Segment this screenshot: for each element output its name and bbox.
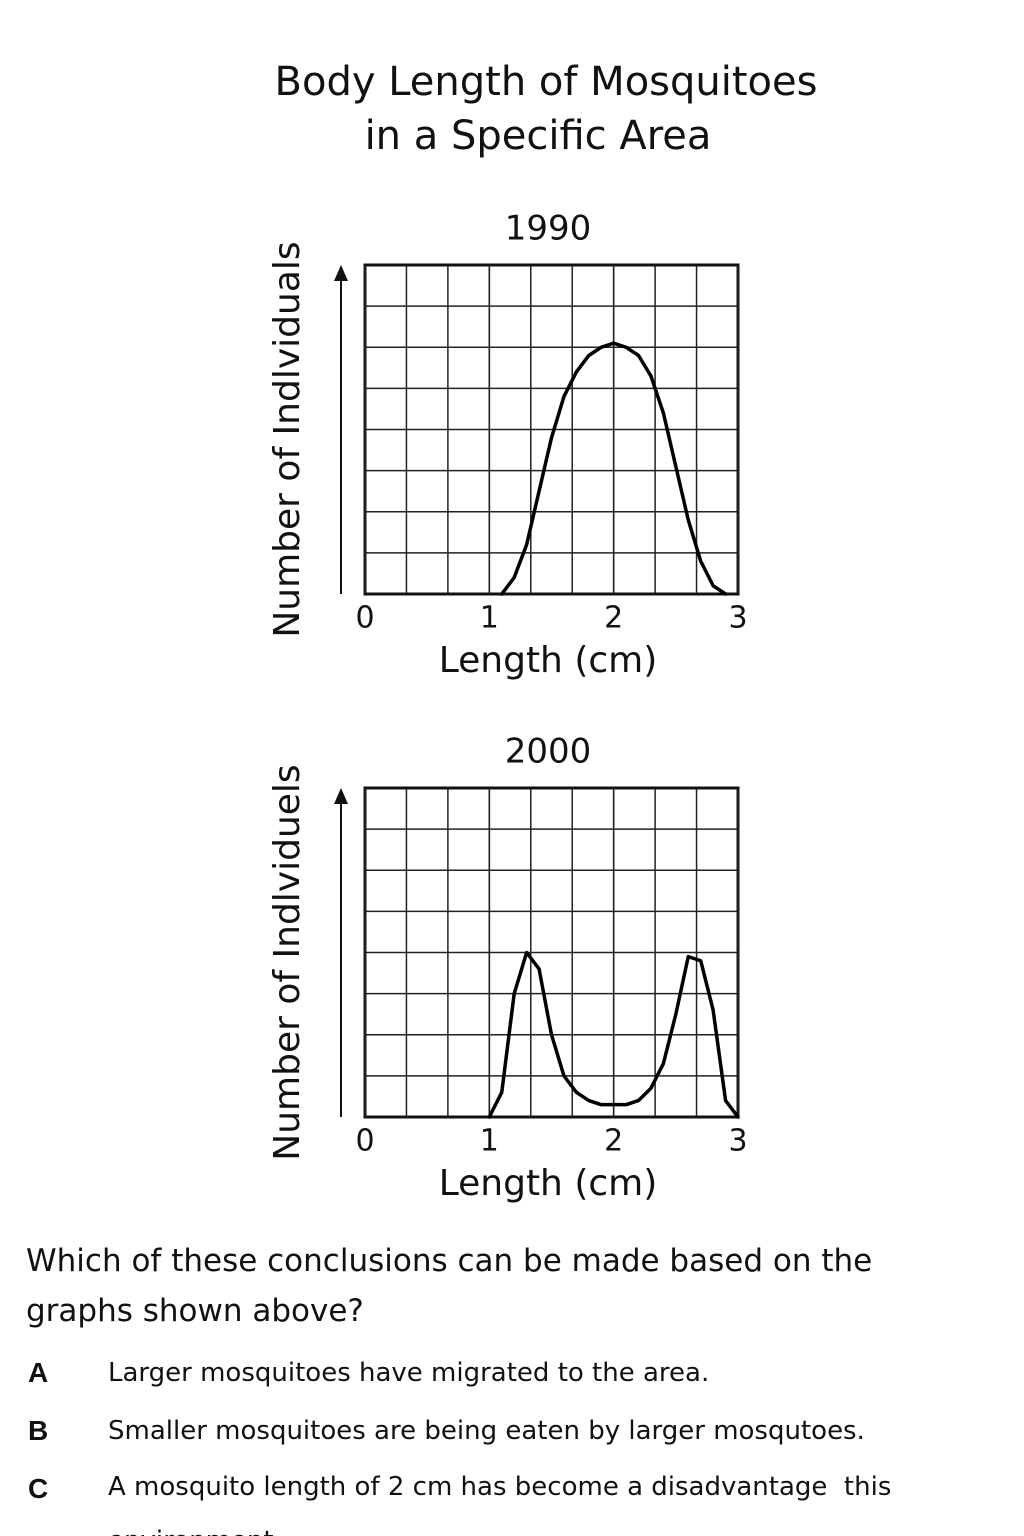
main-title: Body Length of Mosquitoes — [275, 59, 818, 105]
option-letter: C — [28, 1473, 49, 1504]
main-title: in a Specific Area — [365, 113, 712, 159]
option-text: Larger mosquitoes have migrated to the a… — [108, 1358, 710, 1388]
y-axis-arrowhead — [334, 788, 348, 804]
x-tick-label: 3 — [728, 1124, 747, 1159]
chart-title: 1990 — [505, 209, 592, 249]
data-line — [500, 341, 728, 596]
x-tick-label: 0 — [355, 601, 374, 636]
x-axis-label: Length (cm) — [439, 640, 658, 681]
x-tick-label: 1 — [480, 601, 499, 636]
x-tick-label: 3 — [728, 601, 747, 636]
x-tick-label: 2 — [604, 601, 623, 636]
option-text: Smaller mosquitoes are being eaten by la… — [108, 1416, 865, 1446]
option-letter: A — [28, 1357, 49, 1388]
data-line — [487, 950, 740, 1119]
y-axis-arrowhead — [334, 265, 348, 281]
y-axis-label: Number of Indlviduals — [267, 241, 308, 637]
option-text: A mosquito length of 2 cm has become a d… — [108, 1472, 892, 1536]
option: B Smaller mosquitoes are being eaten by l… — [28, 1402, 978, 1460]
x-tick-label: 1 — [480, 1124, 499, 1159]
question: Which of these conclusions can be made b… — [26, 1243, 873, 1329]
option: C A mosquito length of 2 cm has become a … — [28, 1460, 978, 1536]
option-letter: B — [28, 1415, 49, 1446]
y-axis-label: Number of Indlviduels — [267, 764, 308, 1160]
x-axis-label: Length (cm) — [439, 1163, 658, 1204]
x-tick-label: 0 — [355, 1124, 374, 1159]
x-tick-label: 2 — [604, 1124, 623, 1159]
option: A Larger mosquitoes have migrated to the … — [28, 1344, 978, 1402]
chart-title: 2000 — [505, 732, 592, 772]
